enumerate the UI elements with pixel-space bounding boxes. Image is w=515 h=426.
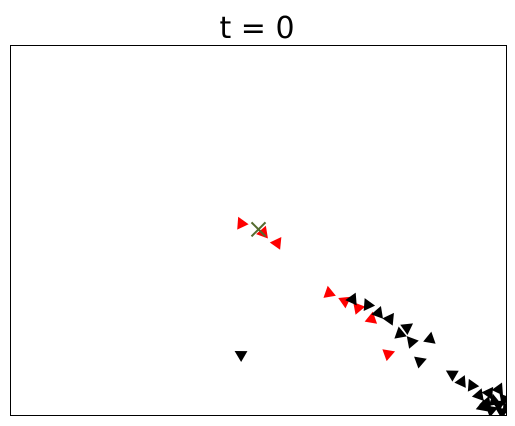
agent-marker xyxy=(423,331,436,344)
agent-marker xyxy=(269,236,282,250)
agent-marker xyxy=(445,370,459,382)
agent-marker xyxy=(479,395,492,409)
agent-marker xyxy=(406,336,419,349)
agent-marker xyxy=(237,216,249,230)
agent-marker xyxy=(382,349,396,362)
agent-marker xyxy=(414,356,427,369)
agent-marker xyxy=(353,302,366,315)
agent-marker xyxy=(371,306,384,319)
agent-marker xyxy=(485,405,499,416)
agent-marker xyxy=(499,393,507,407)
agent-marker xyxy=(491,382,503,396)
agent-marker xyxy=(234,350,248,363)
agent-marker xyxy=(323,285,336,298)
agent-marker xyxy=(471,388,484,401)
scatter-marks xyxy=(234,216,507,416)
agent-marker xyxy=(502,401,507,415)
agent-marker xyxy=(454,375,466,388)
plot-area xyxy=(10,45,507,416)
agent-marker xyxy=(363,298,376,311)
agent-marker xyxy=(475,399,489,412)
agent-marker xyxy=(394,326,407,339)
agent-marker xyxy=(364,311,378,324)
axes-frame xyxy=(10,45,507,416)
agent-marker xyxy=(467,378,480,392)
agent-marker xyxy=(400,323,414,336)
target-marker xyxy=(250,221,267,238)
chart-title: t = 0 xyxy=(219,11,294,46)
agent-marker xyxy=(382,312,394,326)
agent-marker xyxy=(345,292,357,306)
agent-marker xyxy=(481,386,494,400)
